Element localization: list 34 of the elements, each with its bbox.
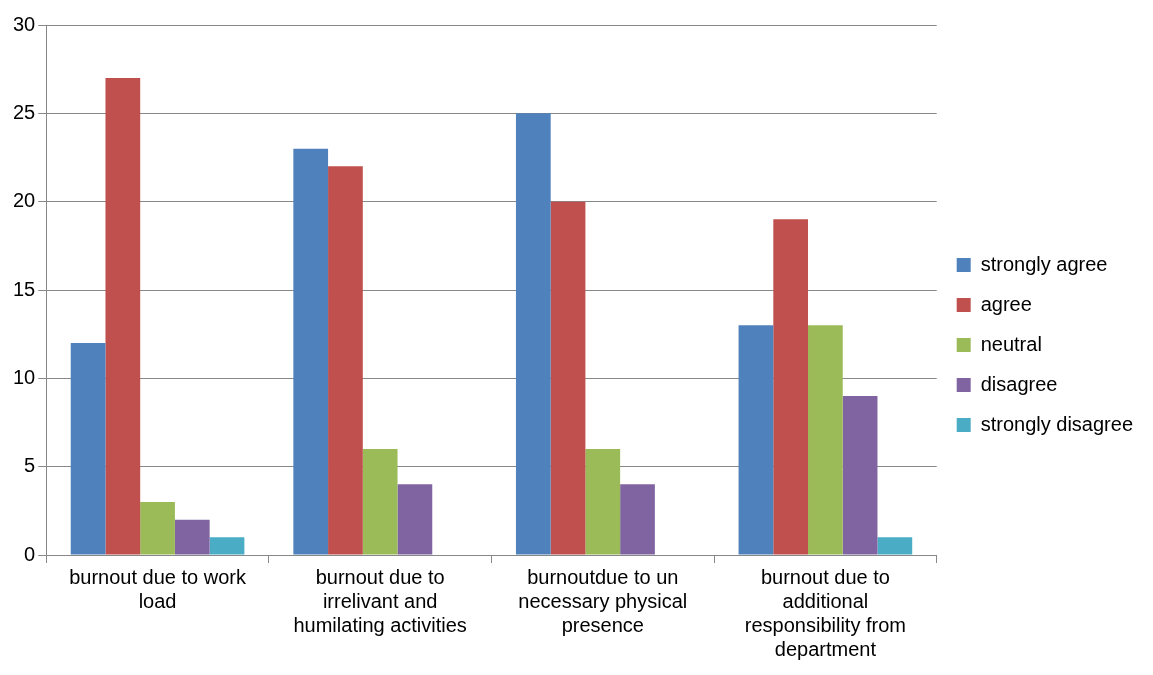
legend-label: disagree: [980, 372, 1058, 395]
y-tick-label: 10: [13, 365, 36, 388]
y-tick-label: 30: [13, 12, 36, 35]
bar: [362, 449, 398, 555]
legend-label: strongly agree: [980, 252, 1108, 275]
x-tick-label: burnout due to additional responsibility from department: [744, 565, 906, 660]
bar: [842, 396, 878, 555]
bar: [738, 325, 774, 555]
y-tick-label: 5: [24, 454, 36, 477]
y-tick-label: 25: [13, 100, 36, 123]
y-tick-label: 0: [24, 542, 36, 565]
y-tick-label: 20: [13, 189, 36, 212]
bar: [397, 484, 433, 555]
bar: [70, 343, 106, 555]
bar: [877, 537, 913, 555]
legend-label: agree: [980, 292, 1032, 315]
bar: [585, 449, 621, 555]
x-tick-label: burnoutdue to un necessary physical presence: [518, 565, 688, 636]
bar: [620, 484, 655, 555]
bar: [140, 502, 175, 555]
bar: [515, 113, 551, 555]
bar: [105, 78, 141, 555]
bar: [808, 325, 843, 555]
legend-label: neutral: [980, 332, 1042, 355]
legend-label: strongly disagree: [980, 412, 1134, 435]
y-tick-label: 15: [13, 277, 36, 300]
bar: [293, 148, 329, 555]
bar: [773, 219, 809, 555]
bar: [550, 201, 586, 555]
bar: [209, 537, 245, 555]
x-tick-label: burnout due to work load: [69, 565, 247, 612]
bar: [328, 166, 363, 555]
bar: [174, 519, 210, 555]
x-tick-label: burnout due to irrelivant and humilating activities: [293, 565, 467, 636]
